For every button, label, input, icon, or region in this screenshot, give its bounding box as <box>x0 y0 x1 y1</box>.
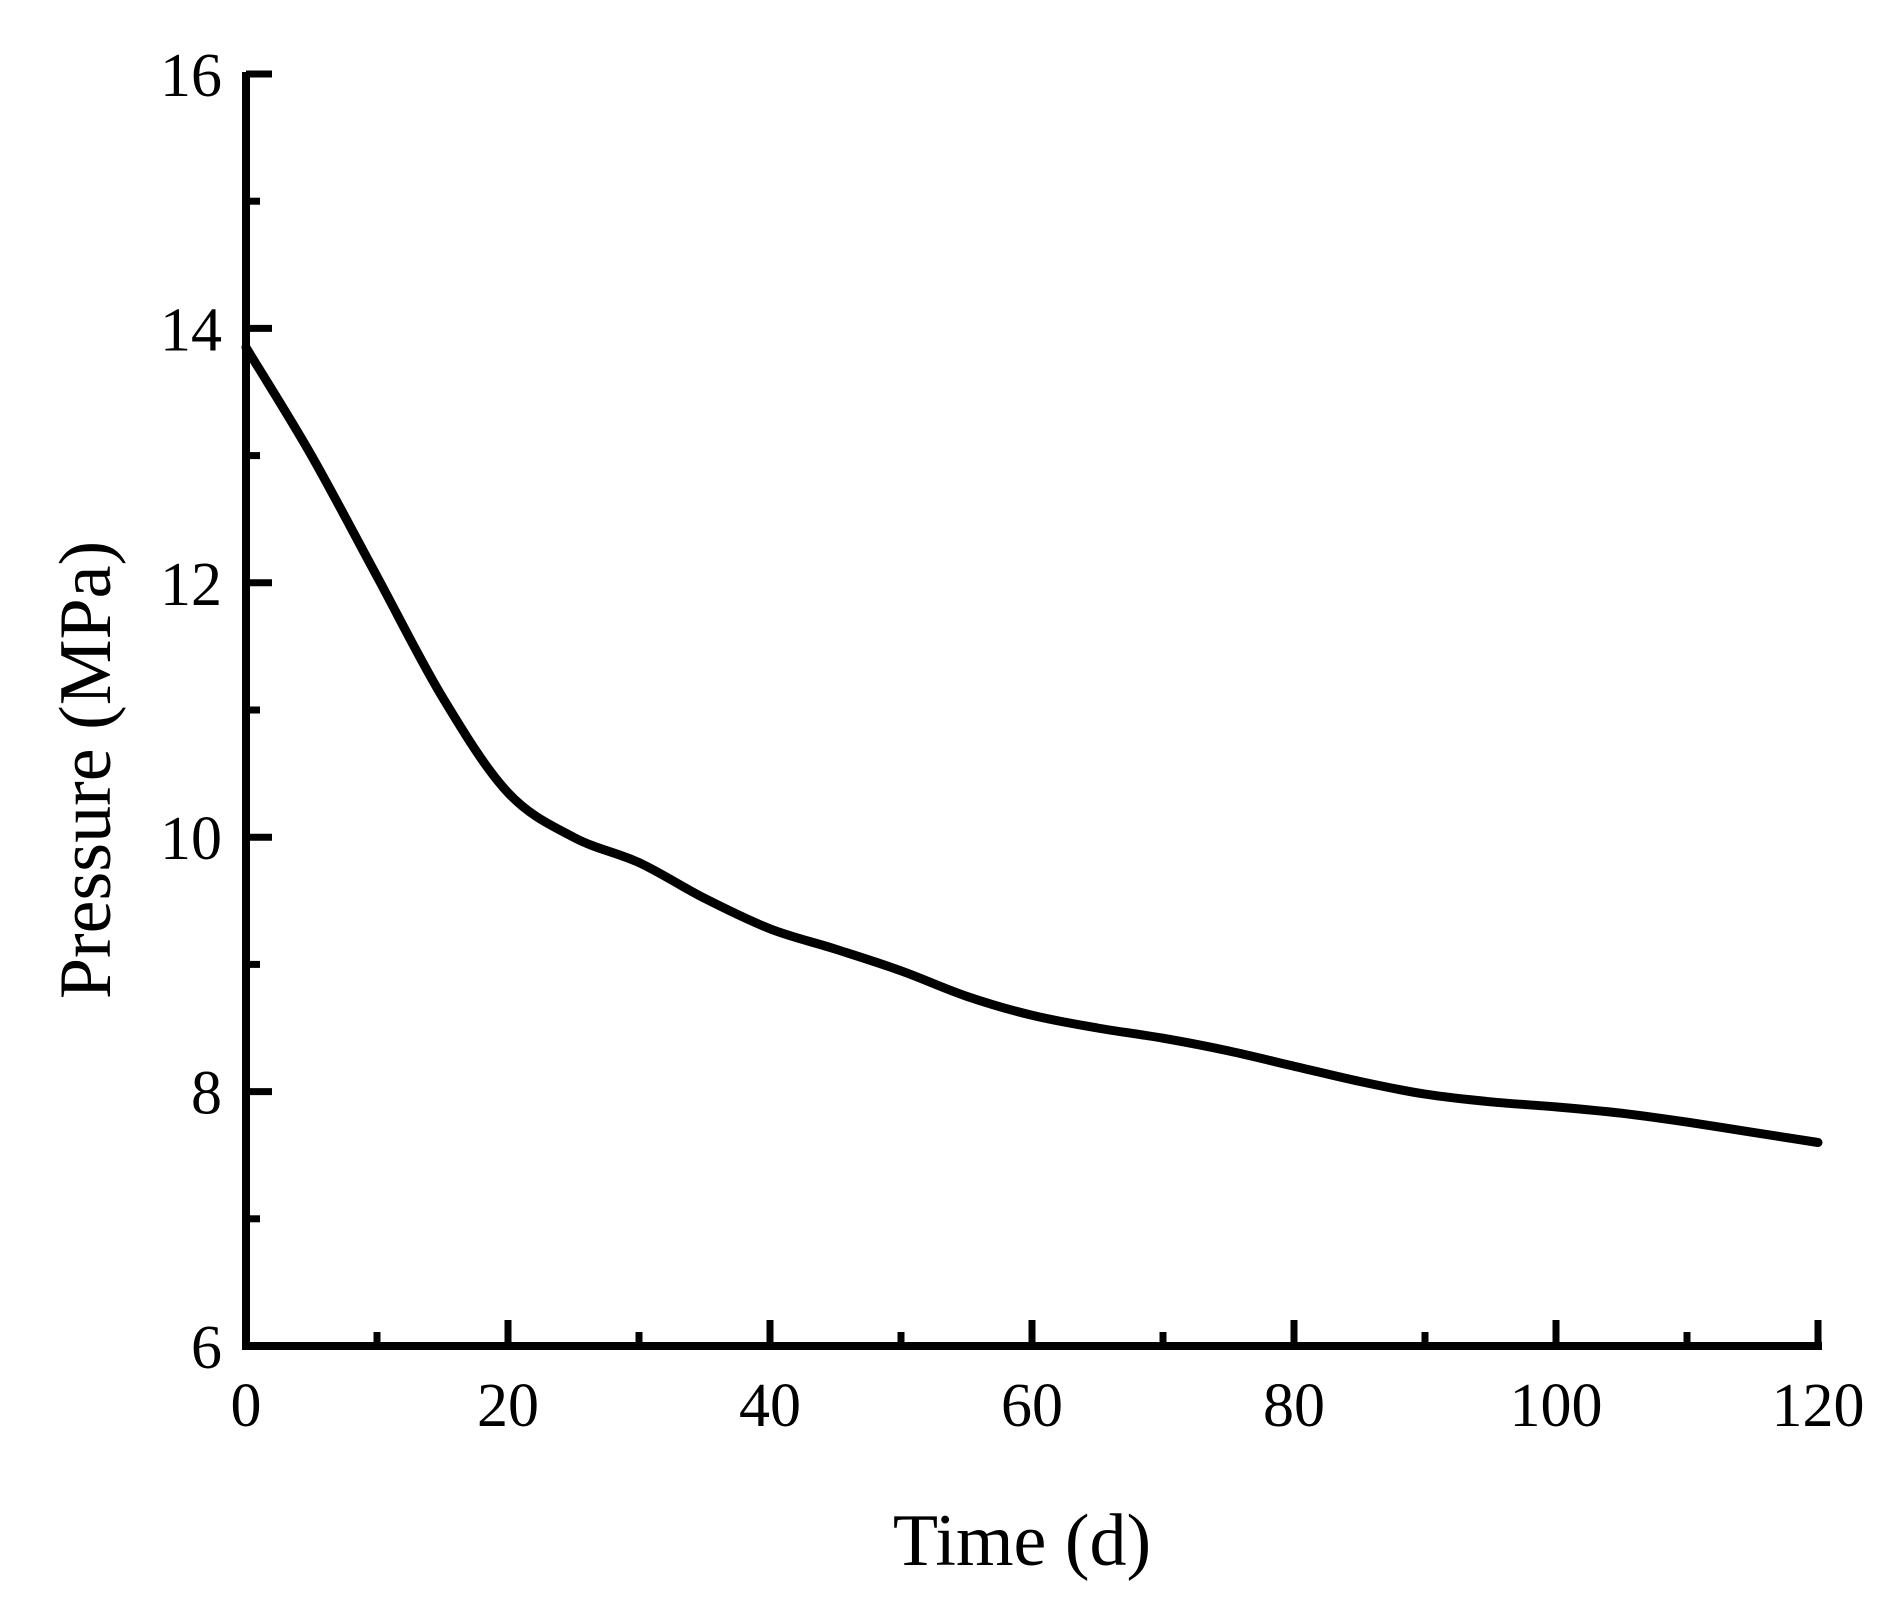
y-tick-label: 8 <box>191 1060 222 1128</box>
x-tick-label: 40 <box>739 1372 801 1440</box>
y-axis-title: Pressure (MPa) <box>45 541 127 999</box>
y-tick-label: 12 <box>160 551 222 619</box>
y-tick-label: 10 <box>160 805 222 873</box>
x-tick-label: 60 <box>1001 1372 1063 1440</box>
x-tick-label: 120 <box>1772 1372 1865 1440</box>
y-tick-label: 16 <box>160 42 222 110</box>
x-tick-label: 100 <box>1510 1372 1603 1440</box>
x-axis-title: Time (d) <box>893 1500 1151 1582</box>
pressure-series-line <box>241 343 1823 1147</box>
y-tick-label: 6 <box>191 1314 222 1382</box>
plot-area: 0 20 40 60 80 100 120 6 8 10 12 14 16 <box>160 42 1865 1440</box>
x-tick-label: 20 <box>477 1372 539 1440</box>
y-tick-label: 14 <box>160 296 222 364</box>
x-tick-label: 0 <box>231 1372 262 1440</box>
x-tick-label: 80 <box>1263 1372 1325 1440</box>
